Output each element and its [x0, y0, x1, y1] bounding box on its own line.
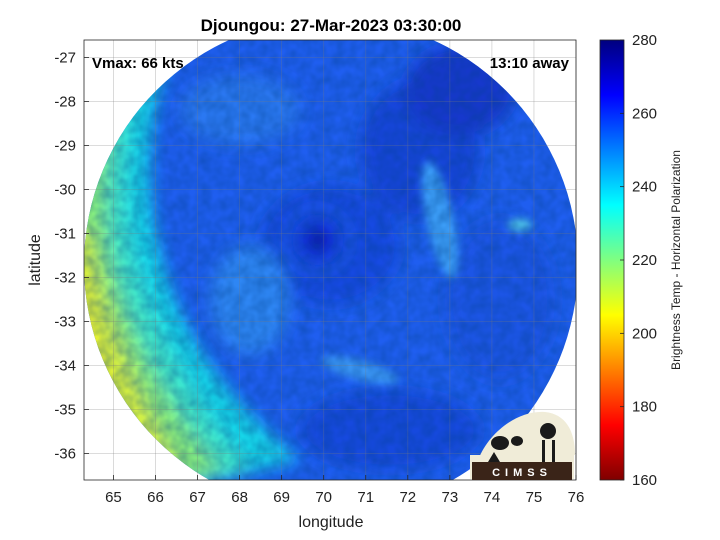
y-tick-label: -31: [54, 226, 76, 243]
colorbar-tick-label: 180: [632, 399, 657, 416]
x-axis-label: longitude: [299, 514, 364, 531]
colorbar: 280 260 240 220 200 180 160 Brightness Temp - …: [599, 32, 683, 489]
colorbar-tick-label: 200: [632, 325, 657, 342]
colorbar-tick-label: 160: [632, 472, 657, 489]
colorbar-tick-label: 280: [632, 32, 657, 49]
cimss-logo: CIMSS: [470, 411, 575, 480]
y-tick-label: -35: [54, 402, 76, 419]
colorbar-tick-label: 260: [632, 105, 657, 122]
x-tick-label: 72: [399, 489, 416, 506]
x-tick-label: 66: [147, 489, 164, 506]
y-tick-label: -27: [54, 50, 76, 67]
y-tick-label: -30: [54, 182, 76, 199]
chart-title: Djoungou: 27-Mar-2023 03:30:00: [201, 16, 462, 35]
y-tick-label: -36: [54, 446, 76, 463]
x-tick-label: 74: [484, 489, 501, 506]
time-away-annotation: 13:10 away: [490, 55, 570, 72]
swath-image: [84, 40, 576, 480]
y-tick-label: -33: [54, 314, 76, 331]
grid: [84, 40, 577, 480]
y-tick-label: -28: [54, 94, 76, 111]
svg-text:CIMSS: CIMSS: [492, 467, 552, 479]
y-tick-labels: -27 -28 -29 -30 -31 -32 -33 -34 -35 -36: [54, 50, 89, 463]
colorbar-tick-label: 240: [632, 179, 657, 196]
x-tick-label: 67: [189, 489, 206, 506]
axes-frame: [83, 39, 577, 481]
x-tick-label: 68: [231, 489, 248, 506]
y-tick-label: -34: [54, 358, 76, 375]
x-tick-label: 65: [105, 489, 122, 506]
x-tick-label: 73: [442, 489, 459, 506]
x-tick-label: 71: [357, 489, 374, 506]
y-tick-label: -29: [54, 138, 76, 155]
colorbar-tick-label: 220: [632, 252, 657, 269]
vmax-annotation: Vmax: 66 kts: [92, 55, 184, 72]
colorbar-label: Brightness Temp - Horizontal Polarizatio…: [669, 150, 683, 370]
x-tick-labels: 65 66 67 68 69 70 71 72 73 74 75 76: [105, 475, 584, 506]
x-tick-label: 70: [315, 489, 332, 506]
y-axis-label: latitude: [27, 234, 44, 286]
x-tick-label: 75: [526, 489, 543, 506]
y-tick-label: -32: [54, 270, 76, 287]
x-tick-label: 69: [273, 489, 290, 506]
x-tick-label: 76: [568, 489, 585, 506]
